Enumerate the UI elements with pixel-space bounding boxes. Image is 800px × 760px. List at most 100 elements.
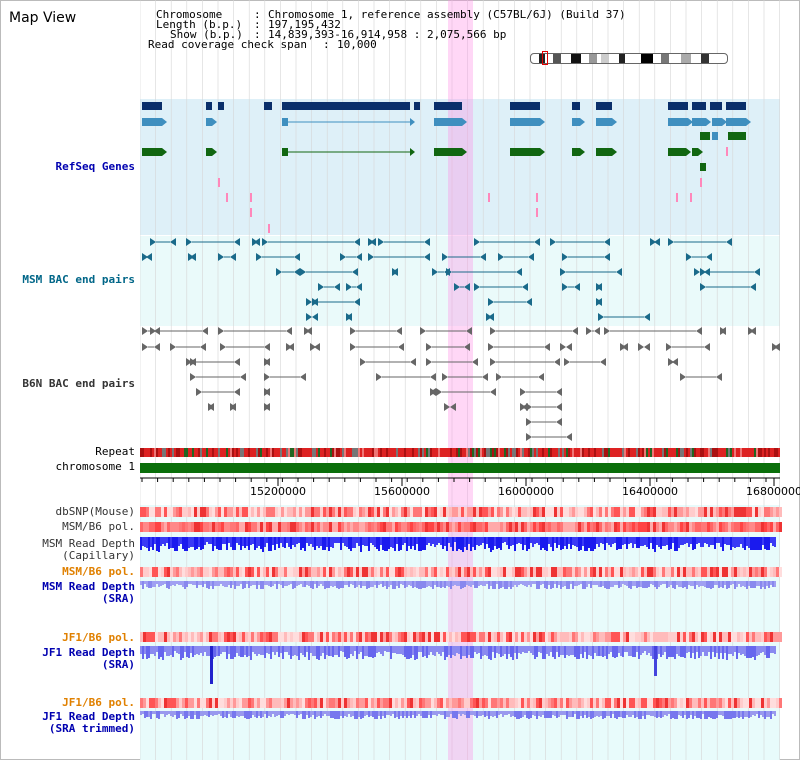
depth-bar xyxy=(730,581,732,585)
depth-bar xyxy=(254,537,256,550)
heat-cell xyxy=(644,567,647,577)
heat-cell xyxy=(524,507,527,517)
heat-cell xyxy=(671,698,674,708)
heat-cell xyxy=(146,567,149,577)
depth-bar xyxy=(258,581,260,585)
depth-bar xyxy=(742,537,744,548)
track-label-jf1-b6-pol[interactable]: JF1/B6 pol. xyxy=(62,631,135,644)
heat-cell xyxy=(362,522,365,532)
depth-bar xyxy=(526,537,528,551)
track-label-jf1-depth-sra[interactable]: JF1 Read Depth (SRA) xyxy=(0,647,135,671)
heat-cell xyxy=(281,507,284,517)
depth-bar xyxy=(440,537,442,545)
depth-bar xyxy=(550,537,552,547)
track-label-repeat[interactable]: Repeat xyxy=(95,445,135,458)
depth-bar xyxy=(506,711,508,715)
depth-bar xyxy=(348,646,350,658)
depth-bar xyxy=(290,537,292,549)
repeat-segment xyxy=(662,448,664,457)
heat-cell xyxy=(140,567,143,577)
heat-cell xyxy=(518,522,521,532)
b6n-bac-pair-end xyxy=(150,327,156,335)
heat-cell xyxy=(671,507,674,517)
track-label-dbsnp[interactable]: dbSNP(Mouse) xyxy=(55,505,135,518)
depth-bar xyxy=(698,581,700,587)
depth-bar xyxy=(600,646,602,656)
heat-cell xyxy=(770,522,773,532)
heat-cell xyxy=(149,507,152,517)
b6n-bac-pair-end xyxy=(544,343,550,351)
heat-cell xyxy=(605,698,608,708)
msm-bac-pair-end xyxy=(604,253,610,261)
track-label-jf1-b6-pol-trimmed[interactable]: JF1/B6 pol. xyxy=(62,696,135,709)
track-label-b6n-bac[interactable]: B6N BAC end pairs xyxy=(22,377,135,390)
repeat-segment xyxy=(234,448,236,457)
heat-cell xyxy=(557,507,560,517)
heat-cell xyxy=(254,698,257,708)
depth-bar xyxy=(668,711,670,714)
heat-cell xyxy=(278,507,281,517)
heat-cell xyxy=(224,632,227,642)
depth-bar xyxy=(202,537,204,549)
repeat-segment xyxy=(444,448,446,457)
depth-bar xyxy=(658,537,660,547)
depth-bar xyxy=(712,711,714,719)
depth-bar xyxy=(638,537,640,548)
track-label-msm-bac[interactable]: MSM BAC end pairs xyxy=(22,273,135,286)
repeat-segment xyxy=(690,448,692,457)
depth-bar xyxy=(250,581,252,586)
track-label-msm-b6-pol[interactable]: MSM/B6 pol. xyxy=(62,520,135,533)
depth-bar xyxy=(292,537,294,545)
repeat-segment xyxy=(300,448,302,457)
heat-cell xyxy=(281,522,284,532)
heat-cell xyxy=(263,522,266,532)
depth-bar xyxy=(552,581,554,588)
repeat-segment xyxy=(282,448,284,457)
show-label: Show (b.p.) xyxy=(170,28,243,41)
heat-cell xyxy=(653,522,656,532)
repeat-segment xyxy=(526,448,528,457)
depth-bar xyxy=(466,581,468,585)
heat-cell xyxy=(287,698,290,708)
refseq-gene xyxy=(434,102,462,110)
heat-cell xyxy=(683,507,686,517)
heat-cell xyxy=(587,522,590,532)
heat-cell xyxy=(293,698,296,708)
depth-bar xyxy=(176,711,178,719)
heat-cell xyxy=(236,507,239,517)
depth-bar xyxy=(282,711,284,718)
heat-cell xyxy=(545,567,548,577)
track-label-refseq[interactable]: RefSeq Genes xyxy=(55,160,135,173)
depth-bar xyxy=(386,537,388,551)
depth-bar xyxy=(182,537,184,549)
repeat-segment xyxy=(424,448,426,457)
track-label-jf1-depth-trimmed[interactable]: JF1 Read Depth (SRA trimmed) xyxy=(0,711,135,735)
chromosome-ideogram[interactable] xyxy=(530,53,728,64)
heat-cell xyxy=(371,698,374,708)
depth-bar xyxy=(200,646,202,653)
track-label-msm-b6-pol-sra[interactable]: MSM/B6 pol. xyxy=(62,565,135,578)
depth-bar xyxy=(246,581,248,584)
depth-bar xyxy=(606,711,608,716)
heat-cell xyxy=(716,507,719,517)
heat-cell xyxy=(410,507,413,517)
heat-cell xyxy=(218,522,221,532)
heat-cell xyxy=(524,632,527,642)
repeat-segment xyxy=(576,448,578,457)
heat-cell xyxy=(533,522,536,532)
heat-cell xyxy=(215,632,218,642)
depth-bar xyxy=(574,537,576,546)
depth-bar xyxy=(452,711,454,718)
repeat-segment xyxy=(182,448,184,457)
depth-bar xyxy=(496,581,498,584)
heat-cell xyxy=(494,507,497,517)
heat-cell xyxy=(653,698,656,708)
heat-cell xyxy=(746,507,749,517)
heat-cell xyxy=(764,522,767,532)
heat-cell xyxy=(416,632,419,642)
depth-bar xyxy=(232,711,234,718)
track-label-msm-depth-sra[interactable]: MSM Read Depth (SRA) xyxy=(0,581,135,605)
track-label-msm-depth-capillary[interactable]: MSM Read Depth (Capillary) xyxy=(0,538,135,562)
depth-bar xyxy=(682,581,684,588)
